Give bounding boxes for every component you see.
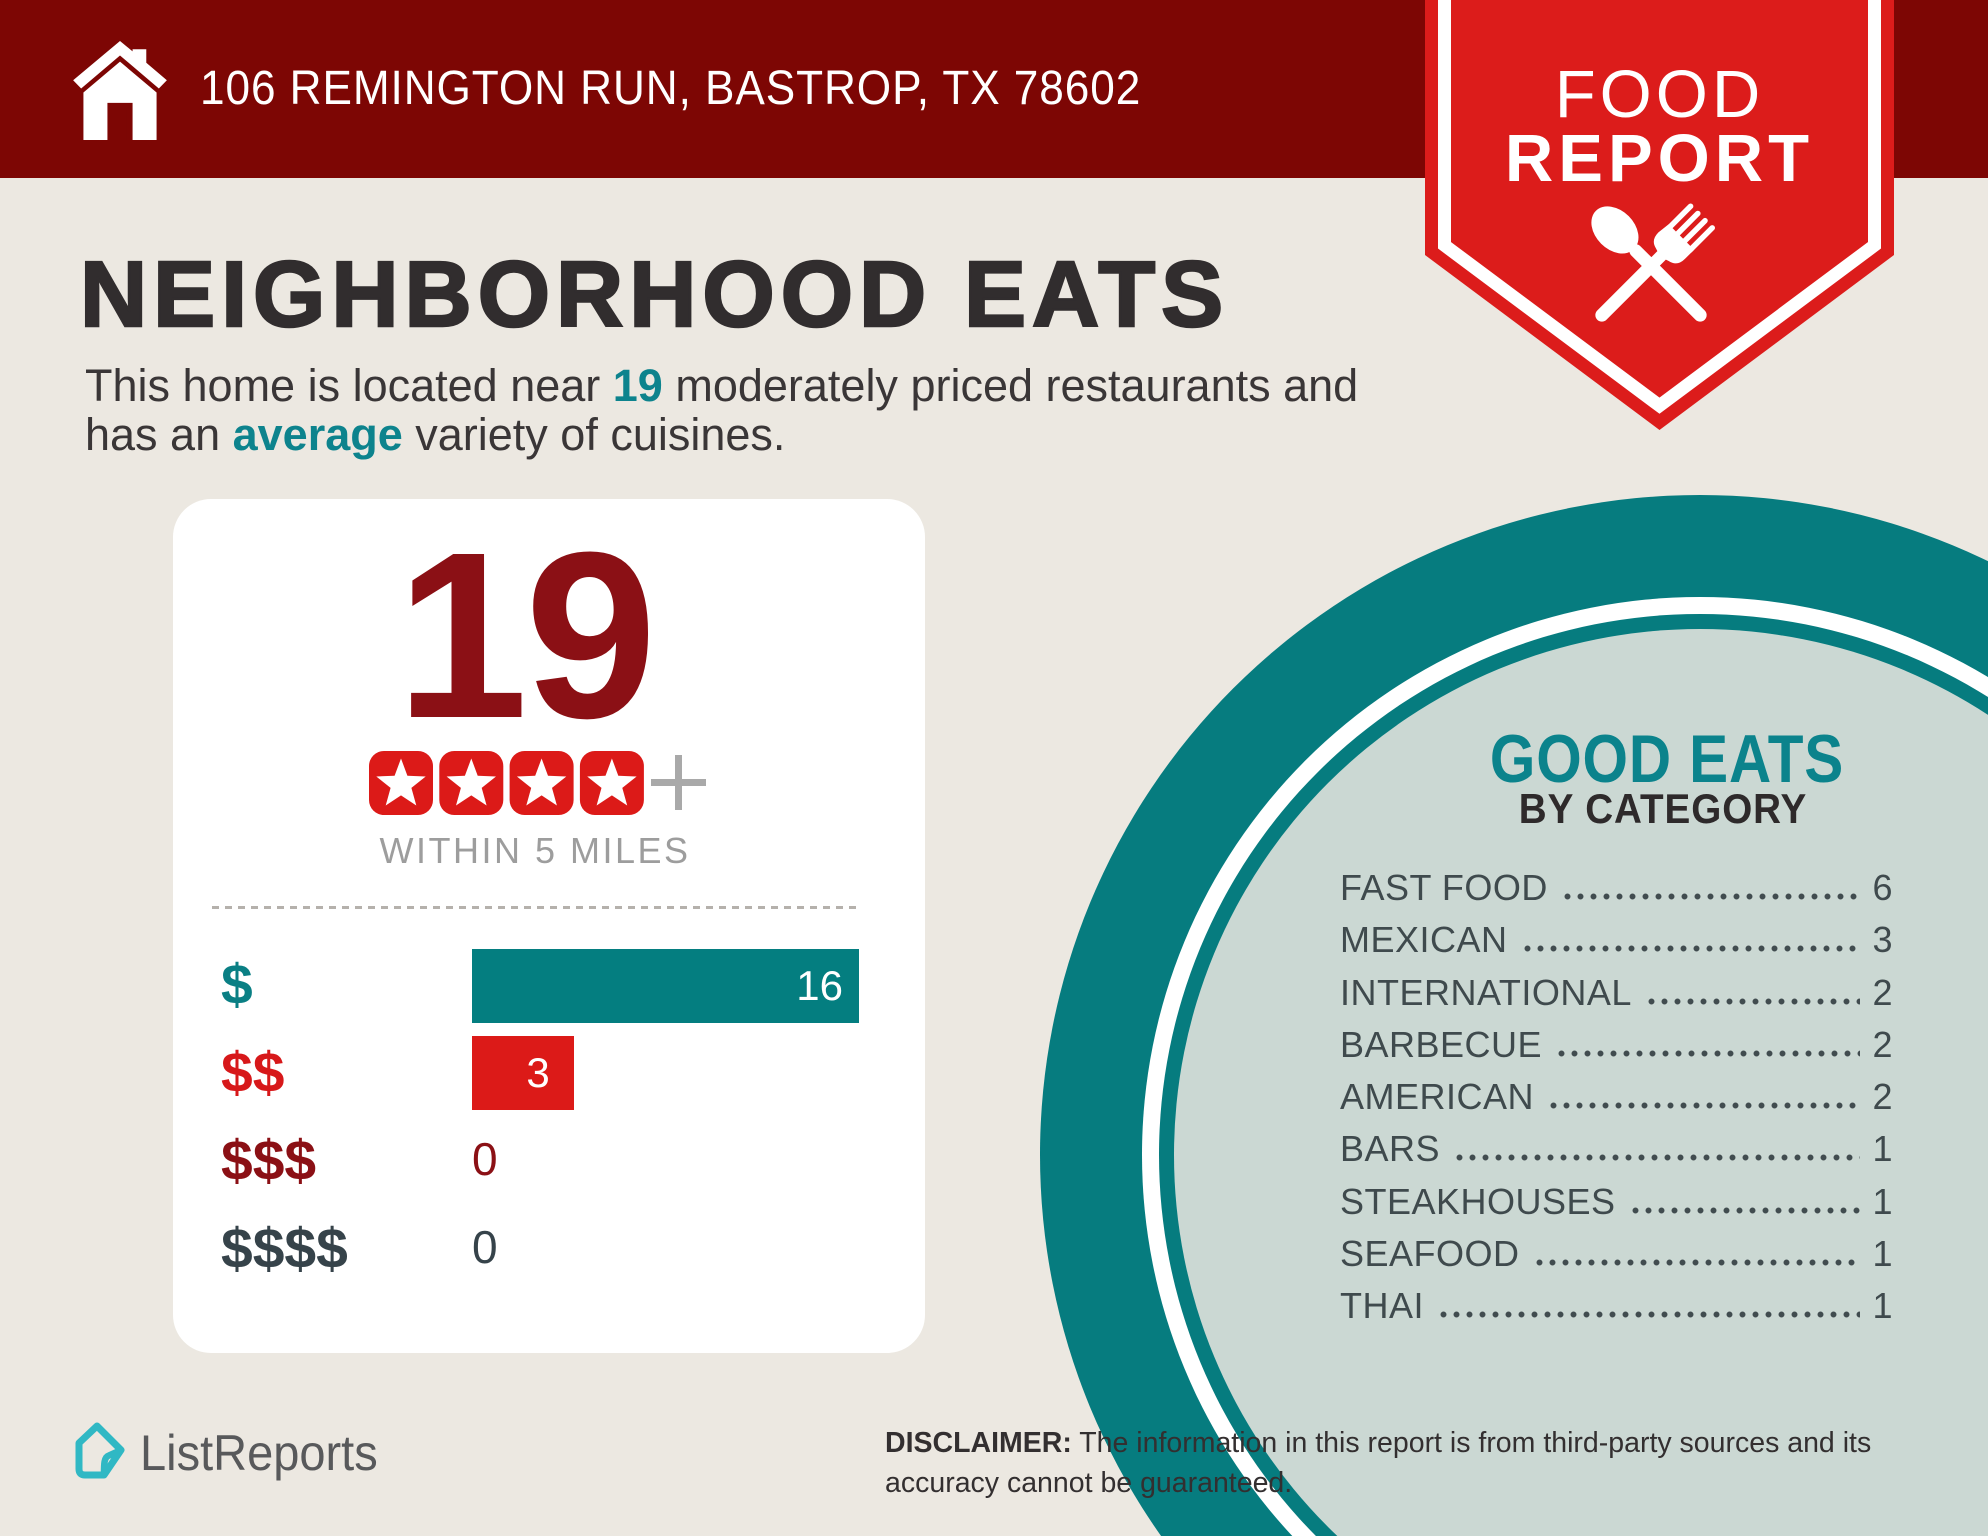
svg-text:FOOD: FOOD (1555, 57, 1765, 132)
svg-text:REPORT: REPORT (1505, 121, 1814, 196)
